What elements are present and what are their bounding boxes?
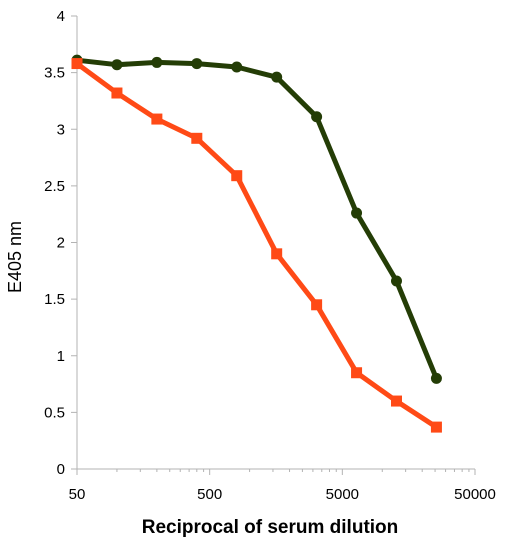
series-1-point — [311, 111, 323, 123]
series-2-point — [111, 87, 123, 99]
series-2-point — [311, 299, 323, 311]
y-tick-label: 1.5 — [44, 291, 65, 308]
series — [71, 54, 442, 433]
series-line-2 — [74, 61, 439, 430]
y-tick-label: 3.5 — [44, 65, 65, 82]
x-tick-label: 50 — [69, 486, 86, 503]
series-2-point — [231, 170, 243, 182]
y-tick-label: 3 — [57, 121, 65, 138]
series-1-point — [151, 56, 163, 68]
y-tick-label: 2 — [57, 235, 65, 252]
y-tick-label: 2.5 — [44, 178, 65, 195]
x-tick-label: 500 — [197, 486, 222, 503]
series-2-point — [271, 248, 283, 260]
series-line-1 — [74, 57, 439, 381]
axes — [71, 15, 476, 475]
x-tick-label: 5000 — [326, 486, 359, 503]
x-tick-label: 50000 — [454, 486, 496, 503]
series-1-point — [111, 59, 123, 71]
series-1-point — [351, 207, 363, 219]
series-1-point — [231, 61, 243, 73]
series-2-point — [430, 421, 442, 433]
series-1-point — [271, 71, 283, 83]
y-tick-label: 1 — [57, 348, 65, 365]
series-2-point — [71, 58, 83, 70]
y-axis-title: E405 nm — [5, 221, 25, 293]
series-2-point — [390, 395, 402, 407]
series-2-point — [191, 132, 203, 144]
x-axis-title: Reciprocal of serum dilution — [142, 517, 399, 538]
series-2-point — [151, 113, 163, 125]
series-1-point — [191, 58, 203, 70]
series-1-point — [430, 372, 442, 384]
tick-labels: 0 0.5 1 1.5 2 2.5 3 3.5 4 50 500 5000 50000 — [44, 8, 496, 503]
y-tick-label: 4 — [57, 8, 65, 25]
y-tick-label: 0.5 — [44, 404, 65, 421]
series-2-point — [351, 367, 363, 379]
y-tick-label: 0 — [57, 461, 65, 478]
series-1-point — [390, 275, 402, 287]
